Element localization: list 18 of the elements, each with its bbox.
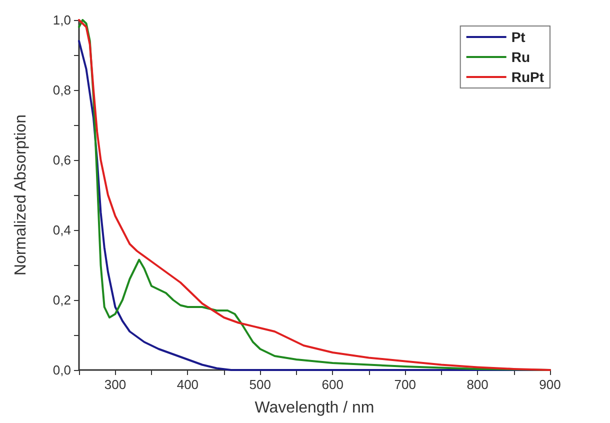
x-tick-label: 500 (249, 377, 272, 392)
x-tick-label: 800 (466, 377, 488, 392)
x-tick-label: 300 (104, 377, 126, 392)
y-tick-label: 1,0 (52, 12, 71, 28)
x-tick-label: 700 (394, 377, 416, 392)
legend-label: Ru (511, 49, 530, 65)
y-tick-label: 0,4 (52, 222, 71, 238)
legend-label: Pt (511, 29, 526, 45)
y-tick-label: 0,8 (52, 82, 71, 98)
x-tick-label: 900 (539, 377, 561, 392)
y-tick-label: 0,2 (52, 292, 71, 308)
y-tick-label: 0,6 (52, 152, 71, 168)
x-tick-label: 400 (176, 377, 199, 392)
legend-label: RuPt (511, 69, 544, 85)
x-tick-label: 600 (322, 377, 344, 392)
x-axis-title: Wavelength / nm (254, 400, 374, 416)
y-axis-title: Normalized Absorption (12, 114, 30, 276)
y-tick-label: 0,0 (52, 362, 71, 378)
